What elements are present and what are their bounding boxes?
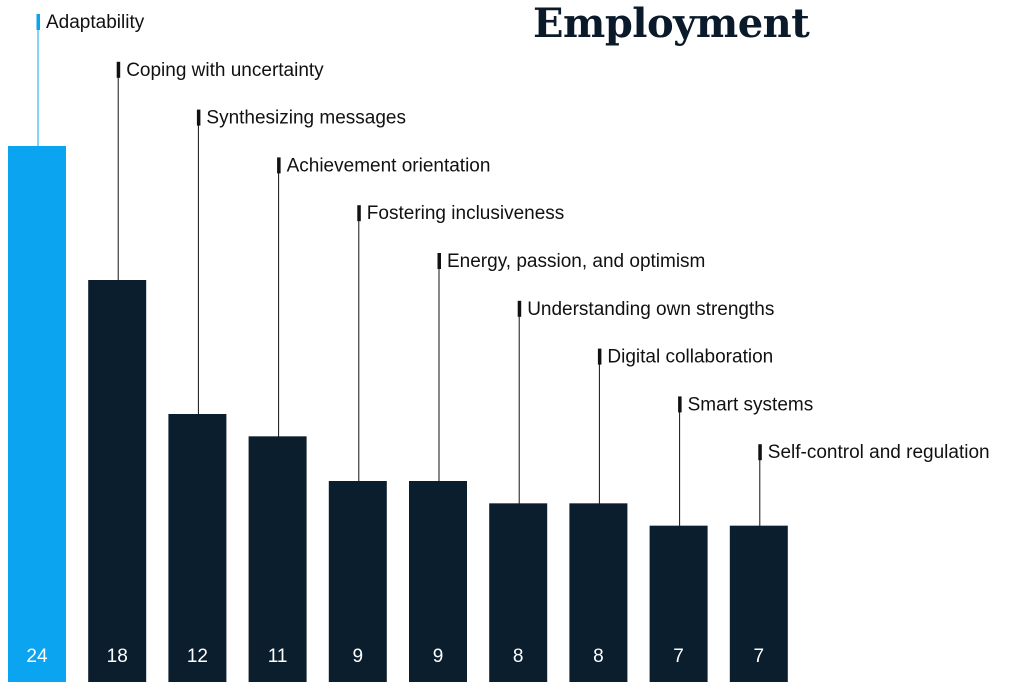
label-marker [36,14,40,30]
category-label: Understanding own strengths [527,299,774,320]
bar [729,525,788,682]
label-marker [116,61,121,78]
bar [328,481,387,682]
bar [489,503,548,682]
label-marker [196,109,201,126]
data-label: 18 [107,646,128,667]
data-label: 7 [754,646,765,667]
bar [409,481,467,682]
bar [168,414,227,682]
data-label: 8 [593,646,604,667]
data-label: 24 [26,646,48,667]
category-label: Synthesizing messages [206,108,406,129]
data-label: 9 [353,646,364,667]
category-label: Fostering inclusiveness [367,203,564,224]
category-label: Digital collaboration [607,347,773,368]
category-label: Coping with uncertainty [126,60,324,81]
data-label: 7 [673,646,684,667]
category-label: Smart systems [688,394,814,415]
label-marker [517,300,522,317]
label-marker [277,157,281,174]
bar [248,436,307,682]
label-marker [678,396,682,413]
bar [8,146,66,682]
category-label: Energy, passion, and optimism [447,251,705,272]
category-label: Achievement orientation [287,155,491,176]
label-marker [758,444,762,461]
bar [649,525,708,682]
data-label: 8 [513,646,524,667]
bar [88,280,147,682]
data-label: 9 [433,646,444,667]
category-label: Self-control and regulation [768,442,990,463]
category-label: Adaptability [46,12,145,33]
label-marker [437,253,441,269]
data-label: 11 [268,646,288,667]
label-marker [357,205,361,222]
label-marker [597,348,602,365]
data-label: 12 [187,646,208,667]
bar [569,503,628,682]
chart-title: Employment [533,0,810,47]
